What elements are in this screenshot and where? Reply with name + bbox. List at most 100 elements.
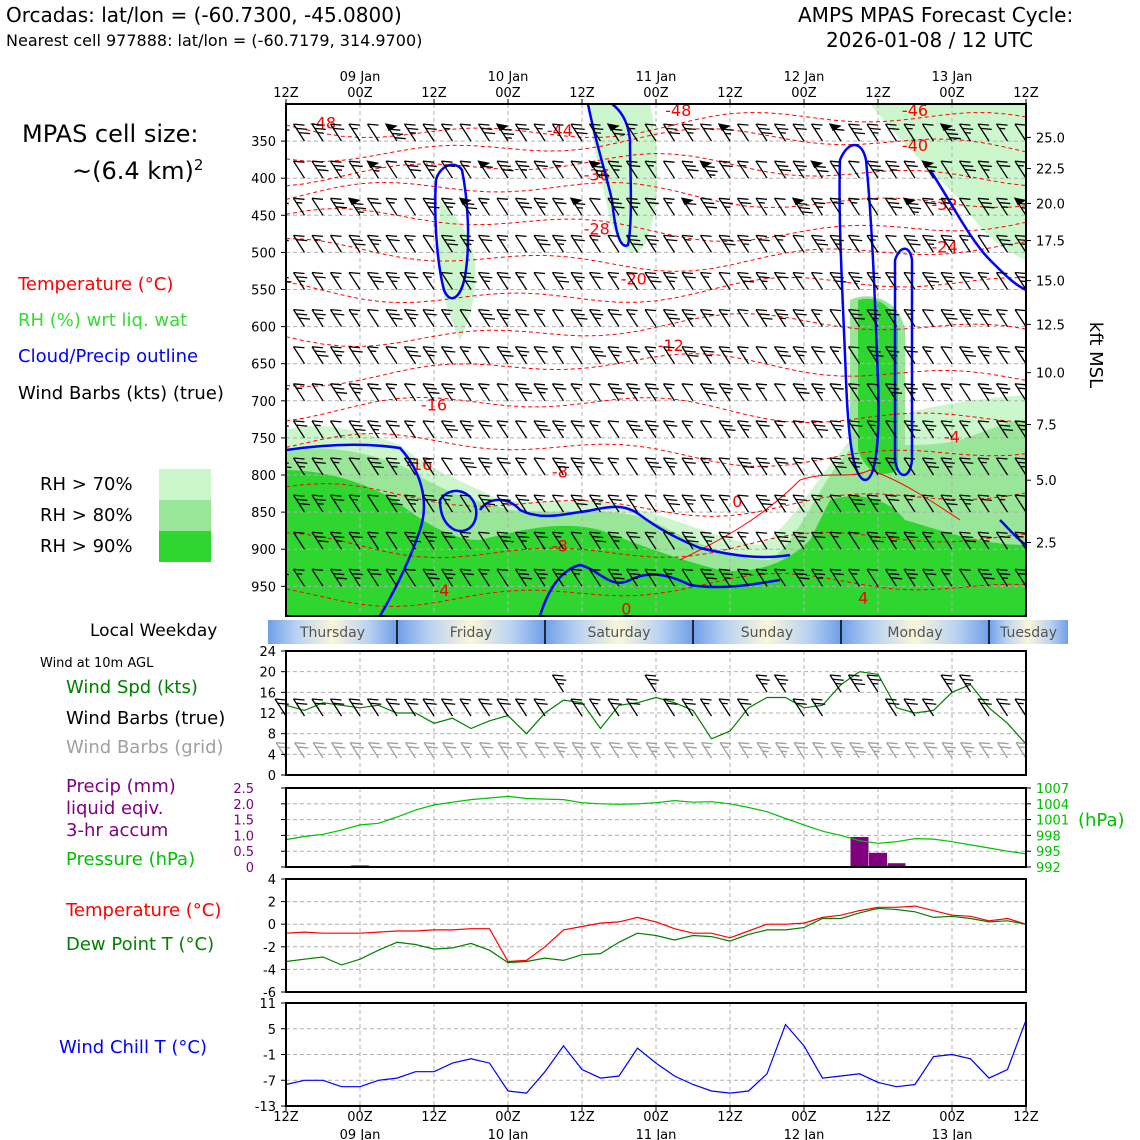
wind-barb-staff bbox=[348, 160, 361, 179]
wind-barb-flag bbox=[663, 234, 675, 238]
wind-barb-flag bbox=[814, 350, 826, 353]
wind-barb-staff bbox=[977, 420, 990, 439]
wind-barb-flag bbox=[407, 276, 419, 279]
wind-barb-staff bbox=[662, 383, 676, 402]
wind-barb-flag bbox=[370, 239, 382, 242]
wind-barb bbox=[496, 197, 509, 216]
wind-barb bbox=[810, 160, 829, 179]
wind-barb bbox=[496, 160, 514, 179]
wind-barb-half bbox=[943, 572, 950, 575]
wind-barb-half bbox=[832, 535, 839, 538]
wind-barb-flag bbox=[996, 383, 1008, 386]
day-label: 09 Jan bbox=[340, 70, 381, 85]
wind-barb bbox=[403, 197, 417, 216]
wind-barb bbox=[995, 123, 1009, 142]
wind-barb-flag bbox=[888, 702, 900, 705]
wind-barb-staff bbox=[736, 309, 750, 327]
wind-barb bbox=[347, 197, 367, 216]
wind-barb-flag bbox=[626, 698, 638, 701]
wind-barb-flag bbox=[293, 123, 305, 126]
wind-barb bbox=[977, 531, 992, 550]
wind-barb-staff bbox=[755, 197, 768, 216]
wind-barb-staff bbox=[533, 698, 546, 717]
time-tick-label: 12Z bbox=[717, 1110, 743, 1125]
wind-barb-flag bbox=[700, 457, 712, 460]
wind-barb-flag bbox=[573, 424, 585, 427]
wind-barb-flag bbox=[404, 160, 416, 163]
wind-barb-flag bbox=[293, 197, 305, 200]
wind-barb-flag bbox=[354, 243, 366, 246]
wind-barb-flag bbox=[367, 383, 379, 386]
wind-barb-flag bbox=[737, 160, 749, 163]
wind-barb bbox=[607, 346, 622, 365]
wind-barb-staff bbox=[810, 272, 824, 290]
wind-barb-flag bbox=[445, 746, 457, 749]
wind-barb-flag bbox=[515, 160, 527, 163]
wind-barb-flag bbox=[314, 127, 326, 130]
legend-wind-speed: Wind Spd (kts) bbox=[66, 677, 198, 698]
wind-barb bbox=[828, 123, 845, 142]
wind-barb bbox=[440, 197, 456, 216]
wind-barb-staff bbox=[940, 531, 953, 550]
wind-barb-half bbox=[594, 317, 602, 320]
wind-barb bbox=[940, 197, 953, 216]
wind-barb-flag bbox=[829, 234, 842, 238]
wind-barb-flag bbox=[761, 502, 773, 506]
wind-barb-flag bbox=[367, 698, 379, 701]
wind-barb-flag bbox=[425, 535, 437, 539]
wind-barb-flag bbox=[829, 271, 842, 275]
wind-barb bbox=[736, 531, 750, 550]
wind-barb-flag bbox=[811, 420, 823, 423]
wind-barb-flag bbox=[388, 461, 400, 464]
wind-barb-flag bbox=[444, 387, 456, 390]
wind-barb-flag bbox=[795, 350, 807, 353]
wind-barb bbox=[995, 531, 1011, 550]
wind-barb-flag bbox=[650, 280, 662, 283]
wind-barb bbox=[533, 123, 546, 142]
wind-barb bbox=[533, 346, 548, 365]
wind-barb-flag bbox=[518, 350, 530, 353]
wind-barb bbox=[571, 742, 586, 759]
legend-precip-accum: 3-hr accum bbox=[66, 820, 169, 841]
wind-barb-staff bbox=[736, 197, 750, 216]
forecast-cycle: 2026-01-08 / 12 UTC bbox=[826, 28, 1034, 52]
wind-barb-flag bbox=[502, 540, 514, 543]
wind-barb-flag bbox=[317, 540, 329, 543]
wind-barb bbox=[755, 383, 768, 402]
wind-barb bbox=[625, 160, 641, 179]
wind-barb bbox=[664, 742, 679, 759]
wind-barb bbox=[699, 494, 715, 513]
wind-barb bbox=[477, 234, 493, 253]
wind-barb bbox=[644, 234, 659, 253]
wind-barb bbox=[459, 234, 474, 253]
wind-barb-flag bbox=[681, 383, 694, 386]
wind-barb-flag bbox=[737, 123, 749, 126]
wind-barb-staff bbox=[331, 742, 343, 759]
wind-barb-staff bbox=[422, 698, 435, 717]
wind-barb-half bbox=[703, 461, 710, 464]
wind-barb-half bbox=[740, 535, 747, 538]
wind-barb-flag bbox=[298, 317, 311, 320]
wind-barb bbox=[884, 346, 900, 365]
wind-barb-flag bbox=[940, 674, 953, 677]
wind-barb bbox=[588, 568, 602, 587]
wind-barb-pennant bbox=[588, 160, 602, 169]
wind-barb bbox=[496, 494, 511, 513]
wind-barb-staff bbox=[644, 160, 657, 179]
wind-barb-flag bbox=[647, 387, 659, 390]
wind-barb-flag bbox=[629, 239, 641, 242]
wind-barb-flag bbox=[293, 698, 305, 701]
wind-barb-flag bbox=[496, 420, 509, 423]
wind-barb-flag bbox=[607, 197, 620, 200]
wind-barb-flag bbox=[647, 572, 659, 576]
wind-barb-staff bbox=[792, 309, 805, 327]
wind-barb-flag bbox=[441, 346, 453, 349]
wind-barb-flag bbox=[903, 271, 916, 275]
wind-barb-flag bbox=[925, 165, 937, 168]
wind-barb bbox=[847, 531, 861, 550]
wind-barb-staff bbox=[534, 742, 546, 759]
wind-barb bbox=[477, 308, 496, 327]
wind-barb bbox=[514, 308, 530, 327]
